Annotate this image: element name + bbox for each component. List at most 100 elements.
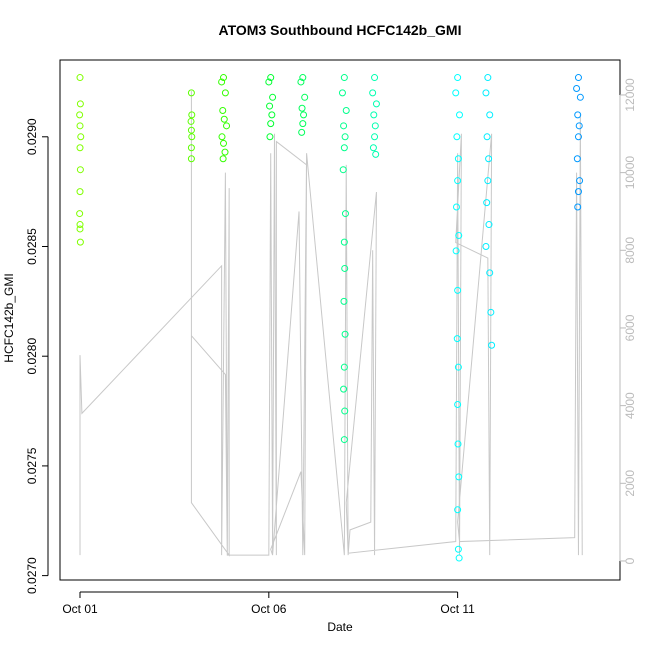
y2-tick-label: 12000 bbox=[623, 78, 637, 112]
data-point bbox=[372, 150, 380, 158]
y2-tick-label: 10000 bbox=[623, 156, 637, 190]
data-point bbox=[187, 144, 195, 152]
x-axis-label: Date bbox=[327, 620, 353, 634]
data-point bbox=[574, 74, 582, 82]
data-point bbox=[187, 155, 195, 163]
data-point bbox=[574, 111, 582, 119]
data-point bbox=[299, 120, 307, 128]
y2-tick-label: 4000 bbox=[623, 392, 637, 419]
data-point bbox=[574, 133, 582, 141]
data-point bbox=[340, 122, 348, 130]
data-point bbox=[220, 74, 228, 82]
data-point bbox=[369, 89, 377, 97]
data-point bbox=[484, 74, 492, 82]
data-point bbox=[453, 335, 461, 343]
data-point bbox=[76, 74, 84, 82]
data-point bbox=[221, 148, 229, 156]
data-point bbox=[76, 225, 84, 233]
data-point bbox=[371, 74, 379, 82]
y-tick-label: 0.0290 bbox=[25, 118, 39, 155]
data-point bbox=[483, 133, 491, 141]
y-tick-label: 0.0275 bbox=[25, 447, 39, 484]
chart-title: ATOM3 Southbound HCFC142b_GMI bbox=[219, 22, 462, 38]
data-point bbox=[268, 111, 276, 119]
data-point bbox=[300, 111, 308, 119]
data-point bbox=[574, 188, 582, 196]
data-point bbox=[455, 554, 463, 562]
data-point bbox=[455, 232, 463, 240]
data-point bbox=[187, 117, 195, 125]
data-point bbox=[76, 188, 84, 196]
data-point bbox=[453, 133, 461, 141]
data-point bbox=[486, 269, 494, 277]
data-point bbox=[76, 238, 84, 246]
data-point bbox=[454, 440, 462, 448]
data-point bbox=[454, 155, 462, 163]
data-point bbox=[341, 133, 349, 141]
data-point bbox=[372, 100, 380, 108]
data-point bbox=[371, 133, 379, 141]
data-point bbox=[574, 203, 582, 211]
data-point bbox=[298, 104, 306, 112]
data-point bbox=[301, 93, 309, 101]
data-point bbox=[76, 144, 84, 152]
data-point bbox=[487, 308, 495, 316]
data-point bbox=[454, 545, 462, 553]
data-point bbox=[188, 133, 196, 141]
data-point bbox=[76, 122, 84, 130]
y-tick-label: 0.0285 bbox=[25, 228, 39, 265]
y2-tick-label: 6000 bbox=[623, 314, 637, 341]
data-point bbox=[483, 199, 491, 207]
data-point bbox=[340, 436, 348, 444]
data-point bbox=[266, 102, 274, 110]
data-point bbox=[341, 210, 349, 218]
y-axis-label: HCFC142b_GMI bbox=[2, 273, 16, 362]
data-point bbox=[456, 111, 464, 119]
data-point bbox=[340, 297, 348, 305]
data-point bbox=[187, 126, 195, 134]
data-point bbox=[482, 242, 490, 250]
data-point bbox=[573, 85, 581, 93]
data-point bbox=[219, 106, 227, 114]
data-point bbox=[266, 133, 274, 141]
data-point bbox=[452, 247, 460, 255]
data-point bbox=[488, 341, 496, 349]
data-point bbox=[77, 133, 85, 141]
data-point bbox=[220, 139, 228, 147]
data-point bbox=[341, 330, 349, 338]
altitude-line bbox=[79, 91, 583, 557]
data-point bbox=[267, 120, 275, 128]
data-point bbox=[342, 106, 350, 114]
data-point bbox=[452, 203, 460, 211]
data-point bbox=[341, 407, 349, 415]
data-point bbox=[76, 221, 84, 229]
y-tick-label: 0.0280 bbox=[25, 338, 39, 375]
data-point bbox=[576, 93, 584, 101]
data-point bbox=[370, 111, 378, 119]
data-point bbox=[76, 210, 84, 218]
data-point bbox=[484, 177, 492, 185]
data-point bbox=[339, 166, 347, 174]
data-point bbox=[299, 74, 307, 82]
data-point bbox=[298, 128, 306, 136]
y2-tick-label: 0 bbox=[623, 557, 637, 564]
data-point bbox=[482, 89, 490, 97]
data-point bbox=[486, 111, 494, 119]
data-point bbox=[485, 221, 493, 229]
data-point bbox=[76, 111, 84, 119]
data-point bbox=[340, 144, 348, 152]
x-tick-label: Oct 06 bbox=[251, 602, 287, 616]
data-point bbox=[454, 506, 462, 514]
y2-tick-label: 8000 bbox=[623, 237, 637, 264]
data-point bbox=[369, 144, 377, 152]
data-point bbox=[371, 122, 379, 130]
data-point bbox=[220, 115, 228, 123]
data-point bbox=[340, 363, 348, 371]
data-point bbox=[454, 363, 462, 371]
data-point bbox=[187, 89, 195, 97]
data-point bbox=[269, 93, 277, 101]
data-point bbox=[576, 177, 584, 185]
data-point bbox=[452, 89, 460, 97]
